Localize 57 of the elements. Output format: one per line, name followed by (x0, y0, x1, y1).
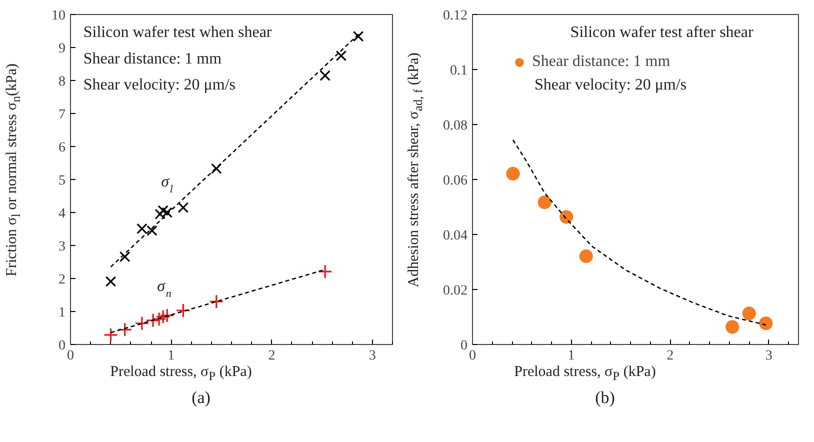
y-tick-label: 0.06 (443, 174, 468, 188)
y-tick-label: 0.02 (443, 284, 468, 298)
point (560, 210, 574, 224)
x-tick-label: 1 (168, 348, 175, 364)
y-tick-label: 3 (58, 240, 66, 254)
point (318, 264, 332, 279)
y-tick-label: 0.12 (443, 8, 468, 24)
y-tick-label: 2 (58, 272, 66, 288)
point (538, 196, 552, 210)
point (119, 251, 130, 262)
y-tick-label: 0 (460, 338, 468, 354)
y-tick-label: 0.08 (443, 118, 468, 134)
x-axis-title: Preload stress, σ$_{P}$ (kPa) (109, 363, 253, 385)
point (209, 294, 224, 309)
point (176, 303, 190, 318)
point (103, 328, 118, 342)
annotation: Shear distance: 1 mm (83, 50, 222, 68)
y-tick-label: 5 (58, 174, 66, 188)
y-tick-label: 8 (58, 74, 66, 90)
point (726, 320, 740, 334)
point (158, 205, 168, 216)
text: (a) (190, 387, 212, 409)
point (134, 316, 150, 331)
point (352, 30, 364, 42)
point (742, 306, 756, 320)
x-tick-label: 2 (268, 348, 276, 364)
y-tick-label: 0.04 (443, 228, 468, 244)
point (146, 313, 160, 328)
point (105, 276, 116, 287)
point (178, 202, 189, 213)
point (320, 70, 330, 81)
point (759, 316, 773, 330)
y-tick-label: 7 (58, 108, 66, 122)
y-tick-label: 6 (58, 140, 66, 156)
legend-label: Shear distance: 1 mm (532, 53, 670, 71)
y-tick-label: 4 (58, 206, 66, 222)
x-tick-label: 3 (765, 348, 772, 364)
y-tick-label: 0 (58, 338, 66, 354)
point (579, 249, 593, 264)
text: (b) (594, 387, 616, 409)
x-tick-label: 2 (666, 348, 674, 364)
y-tick-label: 10 (52, 8, 66, 24)
point (156, 309, 170, 324)
x-tick-label: 1 (568, 348, 575, 364)
y-tick-label: 9 (58, 42, 66, 56)
x-tick-label: 3 (368, 348, 376, 364)
annotation: Silicon wafer test when shear (83, 24, 272, 41)
point (118, 322, 132, 337)
point (211, 163, 222, 174)
y-tick-label: 0.1 (450, 64, 468, 78)
annotation: Shear velocity: 20 μm/s (534, 76, 687, 94)
point (336, 50, 347, 62)
x-axis-title: Preload stress, σ$_{P}$ (kPa) (513, 363, 657, 385)
annotation: Silicon wafer test after shear (570, 24, 754, 41)
point (506, 166, 520, 181)
annotation: Shear velocity: 20 μm/s (83, 76, 236, 94)
y-tick-label: 1 (58, 306, 66, 320)
